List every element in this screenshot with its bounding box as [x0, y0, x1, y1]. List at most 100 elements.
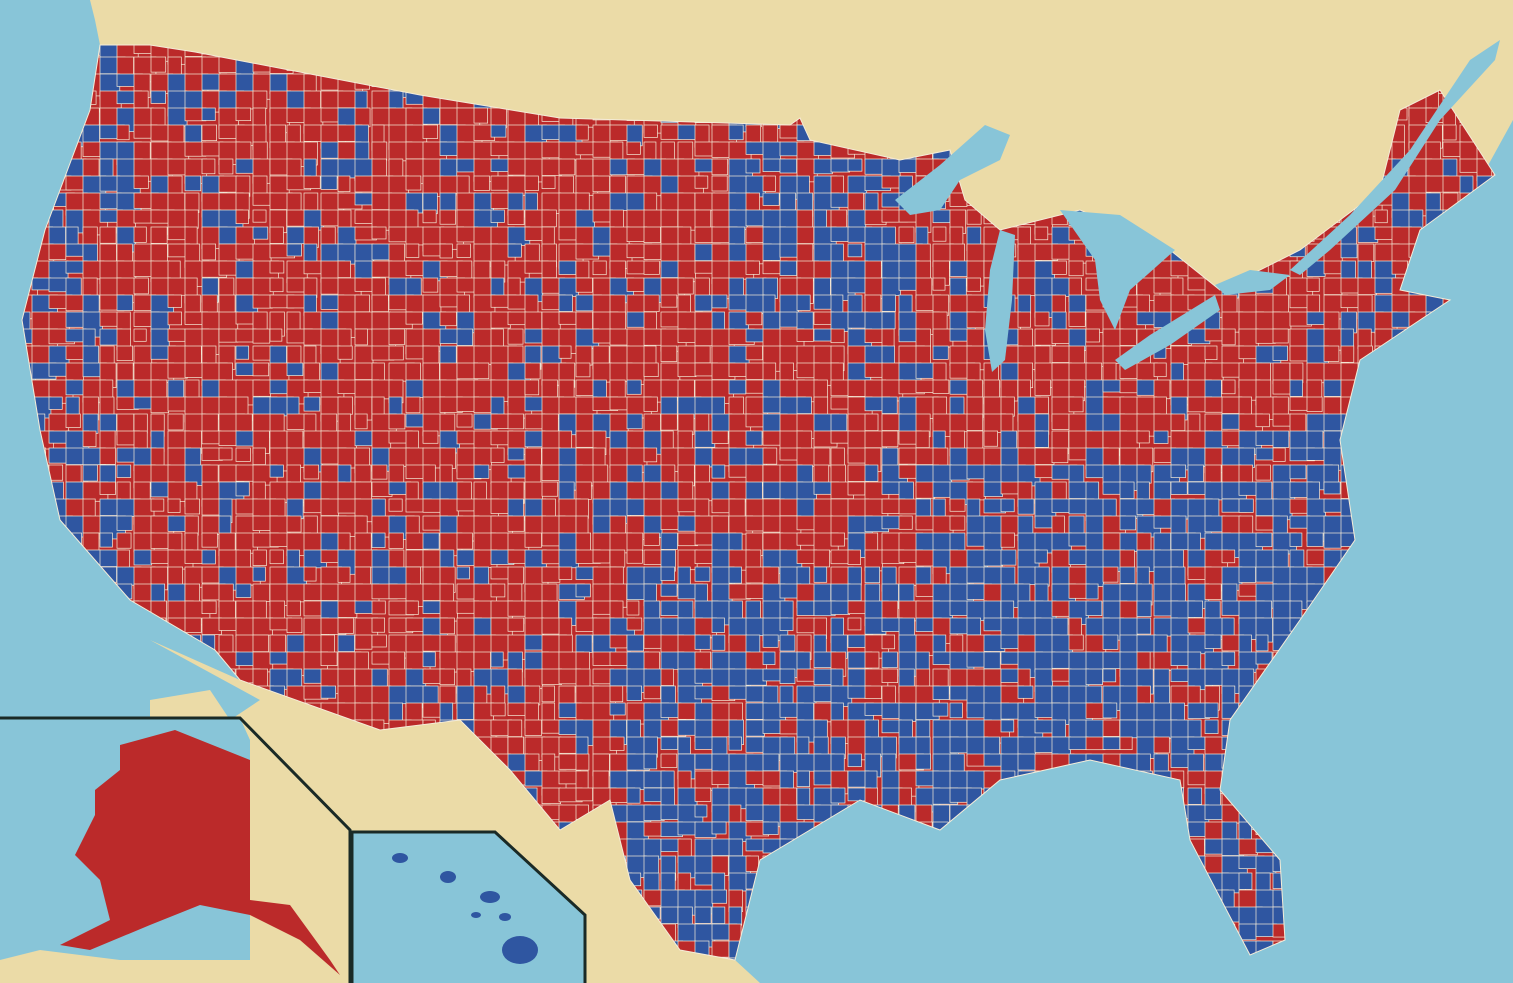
county: [524, 668, 543, 689]
county: [1340, 345, 1355, 363]
county: [48, 362, 69, 377]
county: [626, 532, 644, 551]
county: [1153, 481, 1172, 502]
county: [354, 209, 375, 224]
county: [541, 158, 562, 176]
county: [320, 685, 337, 699]
county: [694, 498, 710, 517]
county: [405, 311, 423, 325]
county: [1306, 430, 1324, 450]
county: [235, 90, 254, 110]
county: [422, 107, 440, 125]
county: [1289, 430, 1309, 450]
county: [133, 277, 149, 295]
county: [388, 413, 406, 430]
county: [1221, 583, 1238, 604]
county: [473, 277, 492, 298]
county: [898, 464, 918, 479]
county: [626, 141, 641, 155]
county: [405, 413, 424, 428]
county: [864, 651, 880, 669]
county: [881, 175, 902, 189]
county: [779, 617, 794, 631]
county: [133, 396, 152, 410]
county: [711, 838, 730, 856]
county: [1187, 447, 1206, 467]
county: [915, 345, 931, 366]
county: [133, 90, 149, 109]
county: [660, 753, 678, 768]
county: [286, 617, 303, 633]
county: [592, 328, 612, 344]
county: [915, 719, 931, 738]
county: [1017, 328, 1033, 348]
county: [694, 736, 715, 750]
county: [235, 481, 250, 497]
county: [949, 515, 966, 531]
county: [1119, 736, 1133, 751]
county: [116, 464, 132, 478]
county: [507, 345, 524, 364]
county: [48, 243, 67, 261]
county: [218, 447, 233, 461]
county: [252, 294, 273, 309]
county: [643, 141, 657, 162]
county: [898, 736, 919, 757]
county: [1051, 668, 1072, 682]
county: [1051, 379, 1071, 400]
county: [1238, 583, 1258, 597]
county: [116, 362, 134, 382]
county: [133, 107, 154, 126]
county: [830, 600, 850, 615]
county: [1187, 821, 1208, 837]
county: [1306, 481, 1320, 500]
county: [405, 447, 424, 467]
county: [762, 362, 777, 381]
county: [1187, 532, 1201, 552]
county: [473, 107, 488, 124]
county: [337, 396, 353, 415]
county: [1102, 498, 1117, 518]
county: [286, 600, 301, 617]
county: [558, 311, 577, 325]
county: [1051, 294, 1066, 315]
county: [1170, 617, 1191, 637]
county: [864, 566, 880, 584]
county: [150, 90, 166, 104]
county: [864, 294, 882, 314]
county: [1289, 294, 1310, 309]
county: [422, 651, 436, 668]
county: [694, 481, 714, 502]
county: [541, 328, 560, 347]
county: [1357, 328, 1372, 349]
county: [1255, 362, 1271, 383]
county: [1034, 736, 1055, 753]
county: [1323, 379, 1342, 397]
county: [558, 277, 579, 297]
county: [507, 209, 525, 225]
hawaii-island: [480, 891, 500, 903]
county: [371, 294, 389, 313]
county: [1221, 600, 1241, 616]
county: [949, 464, 970, 481]
county: [660, 838, 681, 853]
county: [456, 243, 471, 258]
county: [490, 651, 504, 668]
county: [643, 396, 658, 412]
county: [575, 277, 593, 293]
county: [371, 311, 391, 331]
county: [1136, 430, 1150, 444]
county: [745, 430, 763, 446]
county: [915, 328, 931, 349]
county: [150, 226, 168, 244]
county: [728, 124, 744, 141]
county: [507, 447, 525, 461]
county: [694, 906, 712, 924]
county: [456, 175, 470, 196]
county: [558, 192, 579, 212]
county: [983, 651, 1001, 670]
county: [864, 192, 879, 212]
county: [558, 260, 577, 275]
county: [881, 413, 902, 431]
county: [184, 192, 200, 213]
